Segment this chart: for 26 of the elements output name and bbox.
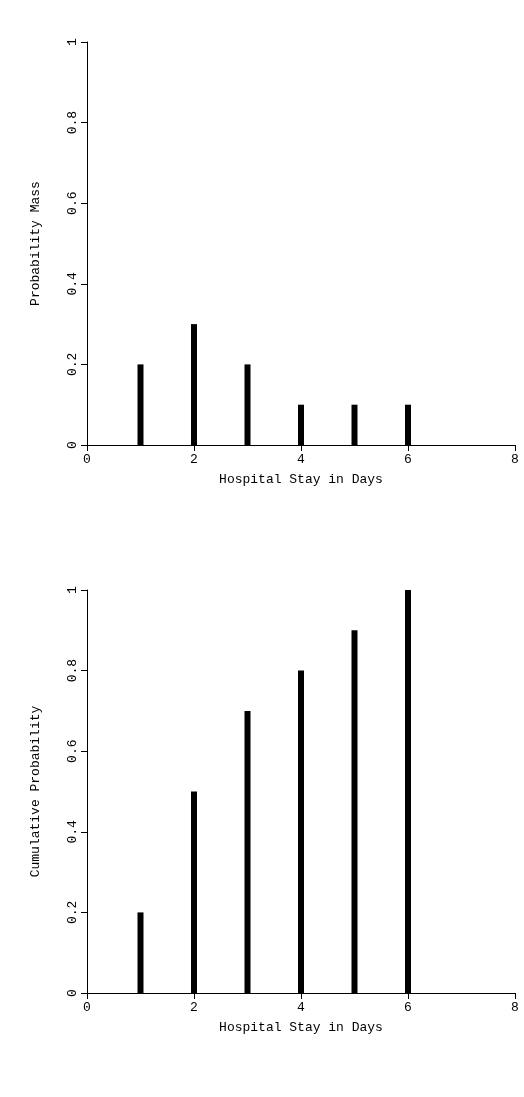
x-tick-label: 0 xyxy=(83,452,91,467)
x-tick-label: 6 xyxy=(404,1000,412,1015)
x-tick-label: 2 xyxy=(190,1000,198,1015)
y-tick-label: 0.2 xyxy=(65,352,80,377)
y-tick-label: 0 xyxy=(65,441,80,449)
y-axis-title: Probability Mass xyxy=(28,181,43,306)
y-tick-label: 1 xyxy=(65,37,80,46)
x-tick-label: 8 xyxy=(511,452,519,467)
y-tick-label: 0.8 xyxy=(65,110,80,135)
x-axis-title: Hospital Stay in Days xyxy=(219,472,383,487)
x-tick-label: 6 xyxy=(404,452,412,467)
x-tick-label: 4 xyxy=(297,452,306,467)
x-axis-title: Hospital Stay in Days xyxy=(219,1020,383,1035)
x-tick-label: 2 xyxy=(190,452,198,467)
y-tick-label: 0.6 xyxy=(65,739,80,763)
y-tick-label: 1 xyxy=(65,585,80,594)
y-tick-label: 0 xyxy=(65,989,80,997)
x-tick-label: 4 xyxy=(297,1000,306,1015)
x-tick-label: 8 xyxy=(511,1000,519,1015)
y-tick-label: 0.8 xyxy=(65,658,80,683)
x-tick-label: 0 xyxy=(83,1000,91,1015)
y-tick-label: 0.6 xyxy=(65,191,80,215)
y-tick-label: 0.4 xyxy=(65,819,80,844)
y-axis-title: Cumulative Probability xyxy=(28,705,43,878)
y-tick-label: 0.2 xyxy=(65,900,80,925)
y-tick-label: 0.4 xyxy=(65,271,80,296)
